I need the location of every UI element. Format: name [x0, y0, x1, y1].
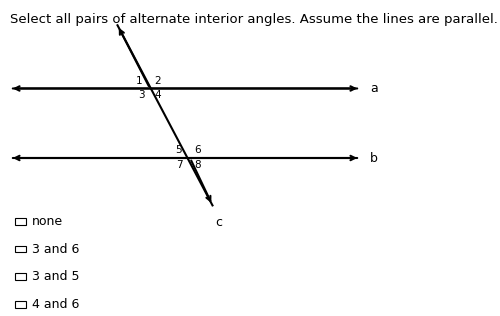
Text: 4: 4: [154, 90, 161, 100]
Text: 2: 2: [154, 76, 161, 86]
Text: none: none: [32, 215, 63, 228]
Text: a: a: [370, 82, 378, 95]
Text: 3 and 5: 3 and 5: [32, 270, 80, 283]
Text: b: b: [370, 151, 378, 165]
Text: 1: 1: [136, 76, 142, 86]
Text: 8: 8: [194, 160, 201, 170]
Text: 3: 3: [138, 90, 144, 100]
Text: 4 and 6: 4 and 6: [32, 298, 80, 311]
Text: 3 and 6: 3 and 6: [32, 242, 80, 256]
Text: 6: 6: [194, 145, 201, 155]
Text: Select all pairs of alternate interior angles. Assume the lines are parallel.: Select all pairs of alternate interior a…: [10, 13, 498, 26]
Text: c: c: [215, 216, 222, 229]
Text: 7: 7: [176, 160, 182, 170]
Text: 5: 5: [176, 145, 182, 155]
